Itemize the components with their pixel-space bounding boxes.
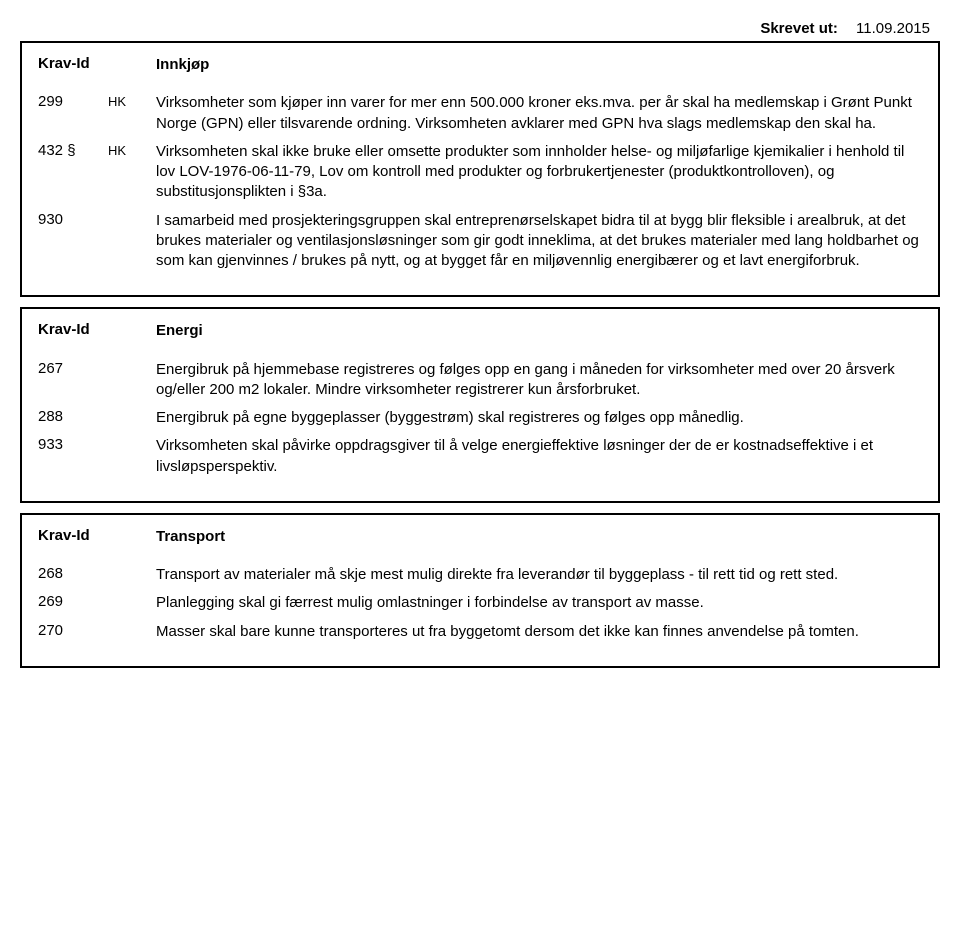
table-row: 269 Planlegging skal gi færrest mulig om… xyxy=(38,593,922,613)
row-tag xyxy=(108,565,156,566)
row-id: 268 xyxy=(38,565,108,582)
section-title: Innkjøp xyxy=(156,55,922,75)
row-id: 930 xyxy=(38,211,108,228)
section-energi: Krav-Id Energi 267 Energibruk på hjemmeb… xyxy=(20,307,940,503)
row-text: Masser skal bare kunne transporteres ut … xyxy=(156,622,922,642)
row-text: Virksomheter som kjøper inn varer for me… xyxy=(156,93,922,134)
row-tag xyxy=(108,593,156,594)
row-text: Energibruk på egne byggeplasser (byggest… xyxy=(156,408,922,428)
row-tag xyxy=(108,360,156,361)
row-tag: HK xyxy=(108,142,156,158)
row-text: Virksomheten skal ikke bruke eller omset… xyxy=(156,142,922,203)
table-row: 270 Masser skal bare kunne transporteres… xyxy=(38,622,922,642)
table-row: 933 Virksomheten skal påvirke oppdragsgi… xyxy=(38,436,922,477)
row-tag xyxy=(108,622,156,623)
section-innkjop: Krav-Id Innkjøp 299 HK Virksomheter som … xyxy=(20,41,940,297)
row-id: 270 xyxy=(38,622,108,639)
row-id: 432 § xyxy=(38,142,108,159)
table-row: 432 § HK Virksomheten skal ikke bruke el… xyxy=(38,142,922,203)
section-transport: Krav-Id Transport 268 Transport av mater… xyxy=(20,513,940,668)
row-text: I samarbeid med prosjekteringsgruppen sk… xyxy=(156,211,922,272)
table-row: 288 Energibruk på egne byggeplasser (byg… xyxy=(38,408,922,428)
row-text: Planlegging skal gi færrest mulig omlast… xyxy=(156,593,922,613)
table-row: 267 Energibruk på hjemmebase registreres… xyxy=(38,360,922,401)
krav-id-label: Krav-Id xyxy=(38,55,90,72)
table-row: 299 HK Virksomheter som kjøper inn varer… xyxy=(38,93,922,134)
row-tag xyxy=(108,211,156,212)
printed-date: 11.09.2015 xyxy=(856,20,930,37)
section-title: Transport xyxy=(156,527,922,547)
row-id: 269 xyxy=(38,593,108,610)
printed-label: Skrevet ut: xyxy=(760,20,838,37)
row-text: Transport av materialer må skje mest mul… xyxy=(156,565,922,585)
row-id: 288 xyxy=(38,408,108,425)
print-header: Skrevet ut: 11.09.2015 xyxy=(20,20,940,37)
krav-id-label: Krav-Id xyxy=(38,321,90,338)
row-id: 267 xyxy=(38,360,108,377)
tag-spacer xyxy=(108,55,156,56)
row-text: Virksomheten skal påvirke oppdragsgiver … xyxy=(156,436,922,477)
tag-spacer xyxy=(108,321,156,322)
row-id: 933 xyxy=(38,436,108,453)
row-tag: HK xyxy=(108,93,156,109)
row-id: 299 xyxy=(38,93,108,110)
table-row: 930 I samarbeid med prosjekteringsgruppe… xyxy=(38,211,922,272)
table-row: 268 Transport av materialer må skje mest… xyxy=(38,565,922,585)
row-tag xyxy=(108,436,156,437)
tag-spacer xyxy=(108,527,156,528)
krav-id-label: Krav-Id xyxy=(38,527,90,544)
row-text: Energibruk på hjemmebase registreres og … xyxy=(156,360,922,401)
row-tag xyxy=(108,408,156,409)
section-title: Energi xyxy=(156,321,922,341)
